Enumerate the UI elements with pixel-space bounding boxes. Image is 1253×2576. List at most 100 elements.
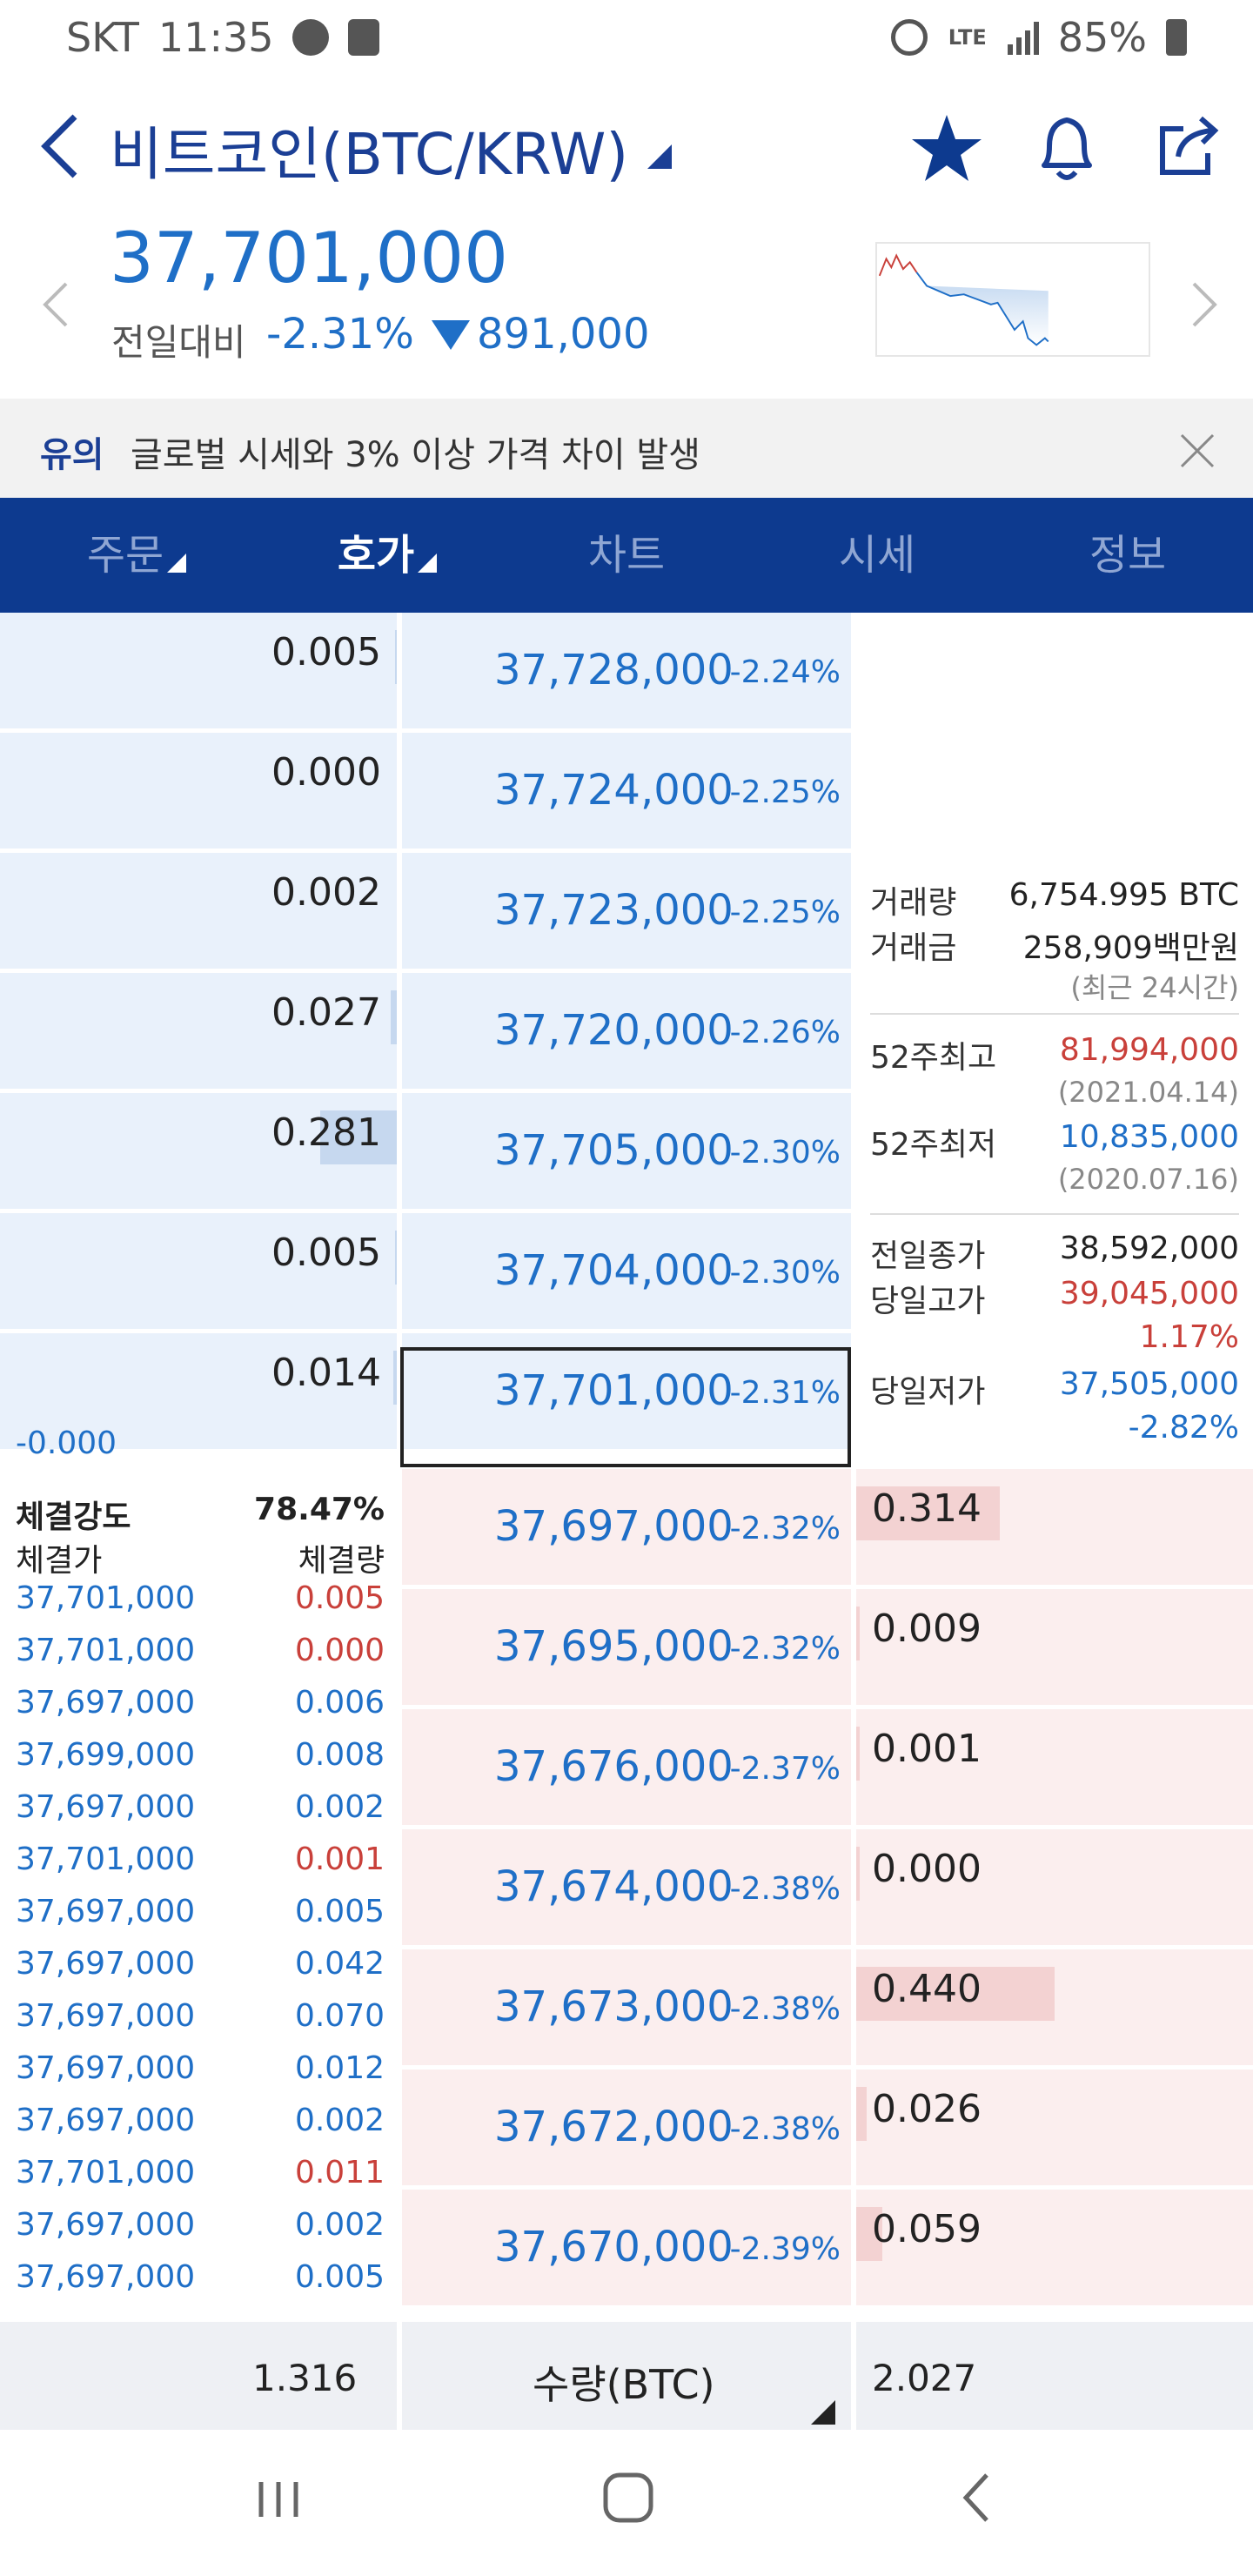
ask-qty: 0.027	[271, 990, 381, 1035]
ask-row[interactable]: 0.014 37,701,000 -2.31%	[0, 1333, 851, 1452]
trade-price: 37,701,000	[16, 1580, 196, 1616]
unit-caret-icon[interactable]	[811, 2400, 835, 2425]
ask-price-cell[interactable]: 37,720,000 -2.26%	[402, 973, 851, 1091]
bid-price-cell[interactable]: 37,673,000 -2.38%	[402, 1949, 851, 2068]
bid-qty-cell: 0.000	[856, 1829, 1253, 1948]
trade-qty: 0.002	[294, 2103, 385, 2138]
bid-volume-bar	[856, 1967, 1055, 2021]
trade-price: 37,697,000	[16, 2103, 196, 2138]
close-icon[interactable]	[1178, 432, 1216, 470]
bid-price: 37,676,000	[494, 1742, 734, 1791]
bid-pct: -2.38%	[729, 1991, 841, 2027]
volume-period: (최근 24시간)	[1070, 971, 1239, 1004]
unit-selector[interactable]: 수량(BTC)	[533, 2361, 715, 2408]
bid-row[interactable]: 37,670,000 -2.39% 0.059	[402, 2190, 1253, 2308]
trade-price: 37,697,000	[16, 1998, 196, 2034]
tab-orderbook[interactable]: 호가	[251, 498, 501, 613]
bid-row[interactable]: 37,674,000 -2.38% 0.000	[402, 1829, 1253, 1948]
ask-price-cell[interactable]: 37,724,000 -2.25%	[402, 733, 851, 851]
lte-icon: LTE	[948, 25, 987, 50]
ask-price-cell[interactable]: 37,701,000 -2.31%	[402, 1333, 851, 1452]
bid-price-cell[interactable]: 37,695,000 -2.32%	[402, 1589, 851, 1707]
chat-icon	[292, 19, 330, 56]
divider	[870, 1013, 1239, 1015]
bid-price-cell[interactable]: 37,672,000 -2.38%	[402, 2070, 851, 2188]
trade-qty: 0.002	[294, 1789, 385, 1825]
bid-row[interactable]: 37,672,000 -2.38% 0.026	[402, 2070, 1253, 2188]
prev-coin-arrow-icon[interactable]	[38, 278, 73, 331]
ask-qty-cell: 0.002	[0, 853, 397, 971]
clock: 11:35	[157, 14, 274, 61]
battery-level: 85%	[1057, 14, 1147, 61]
tab-info[interactable]: 정보	[1002, 498, 1253, 613]
bid-price-cell[interactable]: 37,674,000 -2.38%	[402, 1829, 851, 1948]
page-title[interactable]: 비트코인(BTC/KRW)	[110, 121, 629, 188]
bid-row[interactable]: 37,697,000 -2.32% 0.314	[402, 1469, 1253, 1587]
bid-qty: 0.314	[872, 1486, 982, 1531]
bid-row[interactable]: 37,695,000 -2.32% 0.009	[402, 1589, 1253, 1707]
high52-label: 52주최고	[870, 1040, 997, 1076]
orderbook[interactable]: 0.005 37,728,000 -2.24% 0.000 37,724,000 -2.2…	[0, 613, 1253, 2322]
trade-qty: 0.042	[294, 1946, 385, 1982]
tab-corner-icon	[167, 553, 186, 573]
bid-price: 37,697,000	[494, 1502, 734, 1551]
ask-row[interactable]: 0.005 37,728,000 -2.24%	[0, 613, 851, 731]
ask-qty-cell: 0.005	[0, 1213, 397, 1332]
bid-qty-cell: 0.026	[856, 2070, 1253, 2188]
ask-row[interactable]: 0.005 37,704,000 -2.30%	[0, 1213, 851, 1332]
bid-price: 37,673,000	[494, 1982, 734, 2031]
bid-price-cell[interactable]: 37,697,000 -2.32%	[402, 1469, 851, 1587]
bid-volume-bar	[856, 1486, 1000, 1540]
bid-price-cell[interactable]: 37,670,000 -2.39%	[402, 2190, 851, 2308]
bid-pct: -2.32%	[729, 1631, 841, 1667]
trade-price: 37,697,000	[16, 1946, 196, 1982]
ask-price-cell[interactable]: 37,705,000 -2.30%	[402, 1093, 851, 1211]
ask-row[interactable]: 0.000 37,724,000 -2.25%	[0, 733, 851, 851]
ask-residual: -0.000	[16, 1426, 117, 1461]
strength-value: 78.47%	[254, 1492, 385, 1527]
day-low-pct: -2.82%	[1128, 1410, 1239, 1446]
day-low-value: 37,505,000	[1059, 1366, 1239, 1402]
bid-row[interactable]: 37,673,000 -2.38% 0.440	[402, 1949, 1253, 2068]
low52-date: (2020.07.16)	[1057, 1163, 1239, 1196]
ask-price-cell[interactable]: 37,723,000 -2.25%	[402, 853, 851, 971]
current-price-highlight	[400, 1347, 851, 1467]
day-high-pct: 1.17%	[1139, 1319, 1239, 1355]
tab-quotes[interactable]: 시세	[752, 498, 1002, 613]
amount-label: 거래금	[870, 930, 957, 966]
next-coin-arrow-icon[interactable]	[1187, 278, 1222, 331]
high52-value: 81,994,000	[1059, 1032, 1239, 1068]
ask-row[interactable]: 0.027 37,720,000 -2.26%	[0, 973, 851, 1091]
mini-price-chart[interactable]	[875, 242, 1150, 357]
bid-qty-cell: 0.001	[856, 1709, 1253, 1828]
high52-date: (2021.04.14)	[1057, 1076, 1239, 1109]
ask-price-cell[interactable]: 37,704,000 -2.30%	[402, 1213, 851, 1332]
ask-row[interactable]: 0.281 37,705,000 -2.30%	[0, 1093, 851, 1211]
low52-value: 10,835,000	[1059, 1119, 1239, 1155]
bid-price-cell[interactable]: 37,676,000 -2.37%	[402, 1709, 851, 1828]
share-icon[interactable]	[1154, 111, 1223, 181]
system-nav-bar	[0, 2430, 1253, 2576]
tab-order-label: 주문	[86, 531, 164, 580]
tab-order[interactable]: 주문	[0, 498, 251, 613]
home-icon[interactable]	[600, 2470, 656, 2526]
bid-row[interactable]: 37,676,000 -2.37% 0.001	[402, 1709, 1253, 1828]
recent-apps-icon[interactable]	[252, 2473, 305, 2526]
favorite-star-icon[interactable]	[910, 111, 983, 184]
bid-price: 37,670,000	[494, 2223, 734, 2271]
trade-history[interactable]: 체결강도 78.47% 체결가 체결량 37,701,000 0.005 37,70…	[0, 1469, 397, 2322]
nav-back-icon[interactable]	[955, 2470, 999, 2526]
ask-price-cell[interactable]: 37,728,000 -2.24%	[402, 613, 851, 731]
alarm-icon	[890, 19, 928, 56]
trade-price: 37,697,000	[16, 2259, 196, 2295]
bid-volume-bar	[856, 1847, 860, 1901]
app-notification-icon	[348, 19, 380, 56]
prev-day-label: 전일대비	[111, 321, 246, 364]
trade-qty-header: 체결량	[298, 1543, 385, 1579]
tab-chart[interactable]: 차트	[501, 498, 752, 613]
ask-row[interactable]: 0.002 37,723,000 -2.25%	[0, 853, 851, 971]
back-icon[interactable]	[38, 111, 82, 181]
alert-bell-icon[interactable]	[1032, 110, 1102, 184]
market-select-caret-icon[interactable]	[647, 144, 672, 169]
day-high-value: 39,045,000	[1059, 1276, 1239, 1311]
